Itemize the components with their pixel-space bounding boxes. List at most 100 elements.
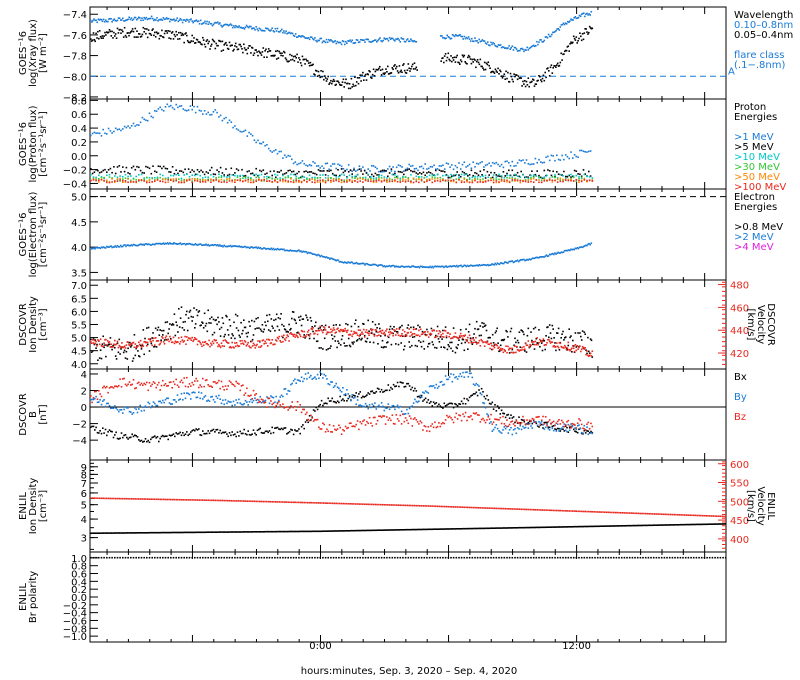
data-point	[539, 39, 541, 41]
data-point	[170, 18, 172, 21]
data-point	[489, 67, 491, 69]
data-point	[162, 180, 164, 183]
data-point	[359, 177, 361, 180]
y-axis-label-line: [W m⁻²]	[38, 33, 49, 73]
data-point	[525, 176, 528, 178]
data-point	[172, 180, 175, 183]
data-point	[499, 262, 502, 264]
data-point	[272, 327, 274, 329]
data-point	[234, 45, 236, 47]
data-point	[445, 336, 448, 339]
data-point	[167, 181, 169, 183]
data-point	[211, 340, 214, 343]
data-point	[469, 337, 472, 339]
data-point	[506, 174, 508, 177]
data-point	[175, 169, 177, 171]
data-point	[90, 168, 92, 170]
data-point	[305, 37, 308, 39]
data-point	[151, 344, 153, 347]
data-point	[181, 21, 184, 24]
data-point	[97, 169, 99, 172]
data-point	[444, 53, 447, 55]
data-point	[479, 170, 482, 173]
data-point	[508, 162, 510, 164]
data-point	[360, 333, 362, 335]
data-point	[536, 161, 538, 164]
data-point	[502, 171, 505, 173]
data-point	[172, 433, 175, 435]
data-point	[180, 336, 183, 338]
data-point	[497, 263, 500, 265]
data-point	[562, 175, 564, 177]
data-point	[450, 176, 452, 179]
data-point	[566, 155, 569, 158]
data-point	[444, 174, 447, 177]
data-point	[543, 169, 546, 172]
data-point	[442, 329, 444, 332]
data-point	[495, 45, 498, 48]
data-point	[399, 165, 402, 167]
data-point	[277, 337, 280, 340]
data-point	[487, 179, 490, 182]
data-point	[572, 176, 575, 179]
data-point	[196, 39, 199, 41]
data-point	[294, 319, 297, 322]
data-point	[459, 332, 462, 335]
data-point	[586, 179, 588, 182]
data-point	[163, 243, 166, 245]
data-point	[93, 247, 95, 249]
data-point	[558, 427, 560, 430]
data-point	[96, 21, 98, 24]
data-point	[175, 30, 177, 33]
data-point	[224, 431, 227, 433]
data-point	[482, 178, 484, 180]
data-point	[222, 339, 225, 342]
data-point	[587, 430, 590, 432]
data-point	[271, 27, 273, 29]
data-point	[395, 67, 397, 70]
data-point	[135, 18, 138, 21]
data-point	[121, 346, 123, 348]
data-point	[282, 55, 284, 57]
data-point	[435, 334, 437, 337]
data-point	[447, 163, 450, 165]
data-point	[291, 249, 294, 252]
data-point	[258, 399, 260, 401]
data-point	[344, 170, 346, 172]
data-point	[503, 412, 506, 415]
data-point	[132, 30, 135, 33]
data-point	[525, 259, 527, 261]
data-point	[328, 38, 330, 41]
data-point	[572, 175, 575, 177]
data-point	[426, 180, 428, 183]
data-point	[506, 414, 508, 416]
data-point	[128, 436, 131, 439]
data-point	[390, 386, 392, 389]
data-point	[196, 179, 199, 181]
data-point	[150, 172, 153, 175]
data-point	[346, 82, 348, 85]
data-point	[435, 347, 438, 349]
data-point	[388, 328, 391, 331]
data-point	[226, 402, 228, 405]
data-point	[226, 181, 228, 184]
data-point	[366, 38, 368, 41]
data-point	[348, 344, 351, 347]
data-point	[227, 342, 230, 344]
data-point	[274, 427, 276, 429]
data-point	[160, 341, 162, 343]
data-point	[535, 45, 537, 47]
data-point	[475, 336, 477, 339]
data-point	[110, 35, 113, 37]
data-point	[255, 141, 257, 144]
data-point	[215, 244, 218, 247]
data-point	[479, 178, 482, 181]
data-point	[302, 58, 305, 61]
data-point	[375, 390, 378, 393]
data-point	[199, 341, 201, 344]
data-point	[393, 264, 395, 267]
data-point	[309, 316, 312, 319]
data-point	[398, 266, 400, 268]
data-point	[307, 329, 310, 332]
